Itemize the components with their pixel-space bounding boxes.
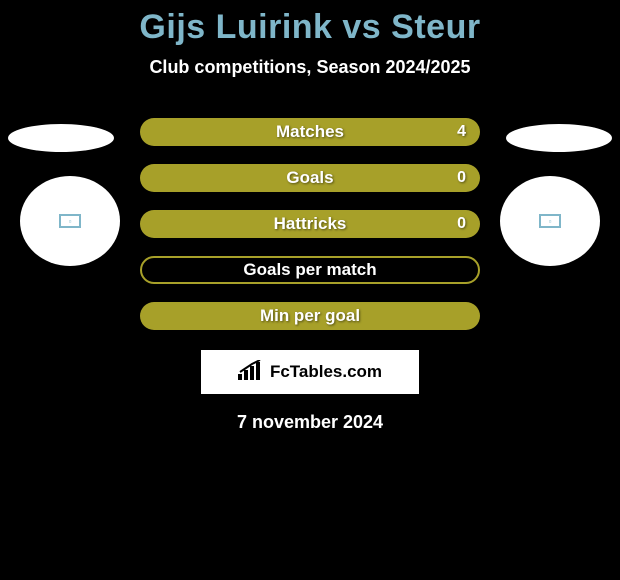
stat-value: 4 [457, 123, 466, 141]
stat-bar-goals-per-match: Goals per match [140, 256, 480, 284]
stat-bar-goals: Goals 0 [140, 164, 480, 192]
player-slot-left-oval [8, 124, 114, 152]
comparison-widget: Gijs Luirink vs Steur Club competitions,… [0, 0, 620, 580]
stat-label: Goals per match [243, 260, 376, 280]
stat-value: 0 [457, 169, 466, 187]
stat-label: Goals [286, 168, 333, 188]
stat-label: Matches [276, 122, 344, 142]
stat-bar-hattricks: Hattricks 0 [140, 210, 480, 238]
stat-bar-matches: Matches 4 [140, 118, 480, 146]
player-photo-left: ▫ [20, 176, 120, 266]
chart-icon [238, 360, 264, 385]
placeholder-icon: ▫ [539, 214, 561, 228]
player-photo-right: ▫ [500, 176, 600, 266]
stat-label: Hattricks [274, 214, 347, 234]
fctables-label: FcTables.com [270, 362, 382, 382]
stat-label: Min per goal [260, 306, 360, 326]
stat-bar-min-per-goal: Min per goal [140, 302, 480, 330]
player-slot-right-oval [506, 124, 612, 152]
date-label: 7 november 2024 [0, 412, 620, 433]
stat-bars: Matches 4 Goals 0 Hattricks 0 Goals per … [140, 118, 480, 330]
placeholder-icon: ▫ [59, 214, 81, 228]
subtitle: Club competitions, Season 2024/2025 [0, 57, 620, 78]
stat-value: 0 [457, 215, 466, 233]
fctables-badge[interactable]: FcTables.com [201, 350, 419, 394]
page-title: Gijs Luirink vs Steur [0, 8, 620, 47]
